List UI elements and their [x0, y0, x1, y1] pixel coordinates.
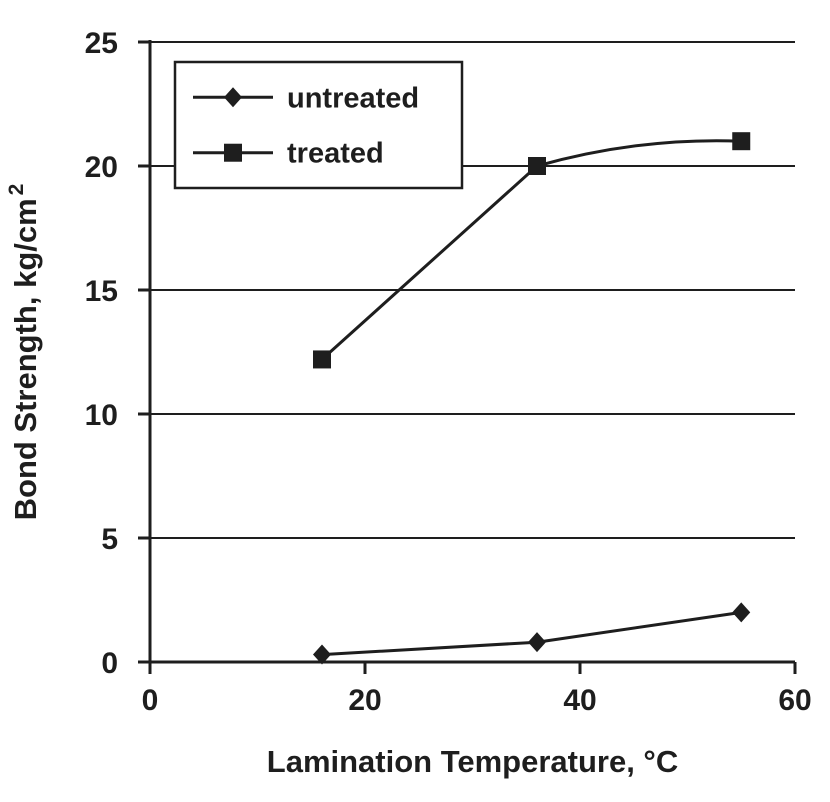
y-tick-label: 15	[85, 275, 118, 308]
x-axis-label: Lamination Temperature, °C	[267, 744, 678, 779]
legend-label-treated: treated	[287, 138, 384, 170]
y-tick-label: 5	[101, 523, 118, 556]
legend-label-untreated: untreated	[287, 82, 419, 114]
y-axis-label: Bond Strength, kg/cm2	[5, 184, 43, 521]
legend-marker-treated	[224, 143, 242, 162]
marker-untreated	[732, 602, 751, 623]
series-line-treated	[320, 139, 742, 361]
legend-box	[173, 60, 464, 190]
y-tick-label: 25	[85, 27, 118, 60]
y-tick-label: 0	[101, 647, 118, 680]
series-line-untreated	[321, 610, 742, 657]
marker-untreated	[528, 632, 546, 653]
x-tick-label: 60	[778, 684, 811, 717]
marker-untreated	[313, 644, 331, 665]
marker-treated	[528, 157, 546, 175]
marker-treated	[313, 350, 331, 369]
marker-treated	[732, 132, 751, 151]
y-tick-label: 20	[85, 151, 118, 184]
x-tick-label: 40	[563, 684, 596, 717]
legend-marker-untreated	[224, 87, 242, 108]
x-tick-label: 0	[142, 684, 159, 717]
x-tick-label: 20	[348, 684, 381, 717]
y-tick-label: 10	[85, 399, 118, 432]
